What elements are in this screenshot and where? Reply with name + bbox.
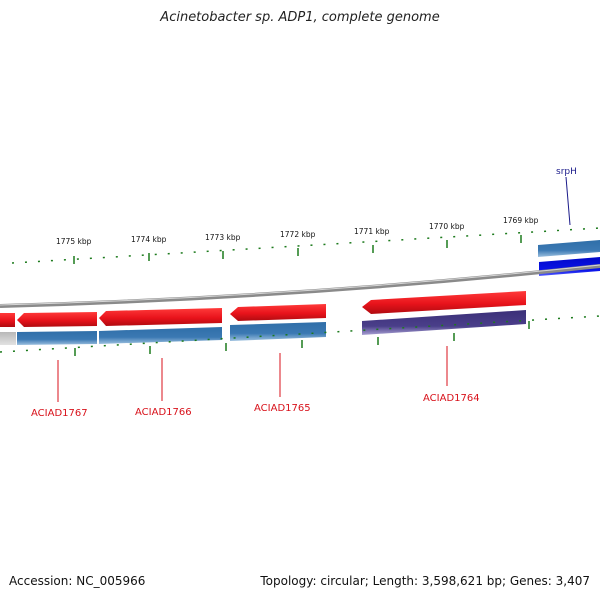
backbone-arc-highlight	[0, 264, 600, 306]
gene-bar-aciad1765[interactable]	[230, 322, 326, 341]
map-title: Acinetobacter sp. ADP1, complete genome	[160, 10, 440, 25]
gene-bar-aciad1767[interactable]	[17, 331, 97, 345]
gene-arrow-aciad1764[interactable]	[362, 291, 526, 314]
gene-arrow-aciad1765[interactable]	[230, 304, 326, 321]
gene-arrow-aciad1767[interactable]	[17, 312, 97, 327]
gene-label-aciad1767[interactable]: ACIAD1767	[31, 408, 88, 419]
gene-label-aciad1766[interactable]: ACIAD1766	[135, 407, 192, 418]
gene-srph-reverse[interactable]	[538, 240, 600, 257]
scale-label: 1774 kbp	[131, 235, 167, 244]
backbone-arc	[0, 264, 600, 308]
scale-label: 1769 kbp	[503, 216, 539, 225]
gene-arrow-left-edge[interactable]	[0, 313, 15, 327]
gene-label-srph[interactable]: srpH	[556, 167, 577, 177]
gene-bar-aciad1766[interactable]	[99, 327, 222, 344]
callout-line-srph	[565, 176, 571, 226]
scale-label: 1771 kbp	[354, 227, 390, 236]
gene-bar-aciad1764[interactable]	[362, 310, 526, 335]
scale-label: 1773 kbp	[205, 233, 241, 242]
inner-tick-dashes	[0, 315, 600, 353]
gene-bar-grey[interactable]	[0, 332, 16, 345]
gene-label-aciad1765[interactable]: ACIAD1765	[254, 403, 311, 414]
gene-arrow-aciad1766[interactable]	[99, 308, 222, 326]
gene-callouts	[57, 176, 571, 402]
inner-tick-track	[0, 315, 600, 356]
gene-label-aciad1764[interactable]: ACIAD1764	[423, 393, 480, 404]
scale-label: 1770 kbp	[429, 222, 465, 231]
outer-tick-track	[11, 227, 600, 264]
scale-labels: 1775 kbp 1774 kbp 1773 kbp 1772 kbp 1771…	[56, 216, 539, 246]
scale-label: 1772 kbp	[280, 230, 316, 239]
topology-text: Topology: circular; Length: 3,598,621 bp…	[260, 574, 590, 588]
accession-text: Accession: NC_005966	[9, 574, 146, 588]
scale-label: 1775 kbp	[56, 237, 92, 246]
